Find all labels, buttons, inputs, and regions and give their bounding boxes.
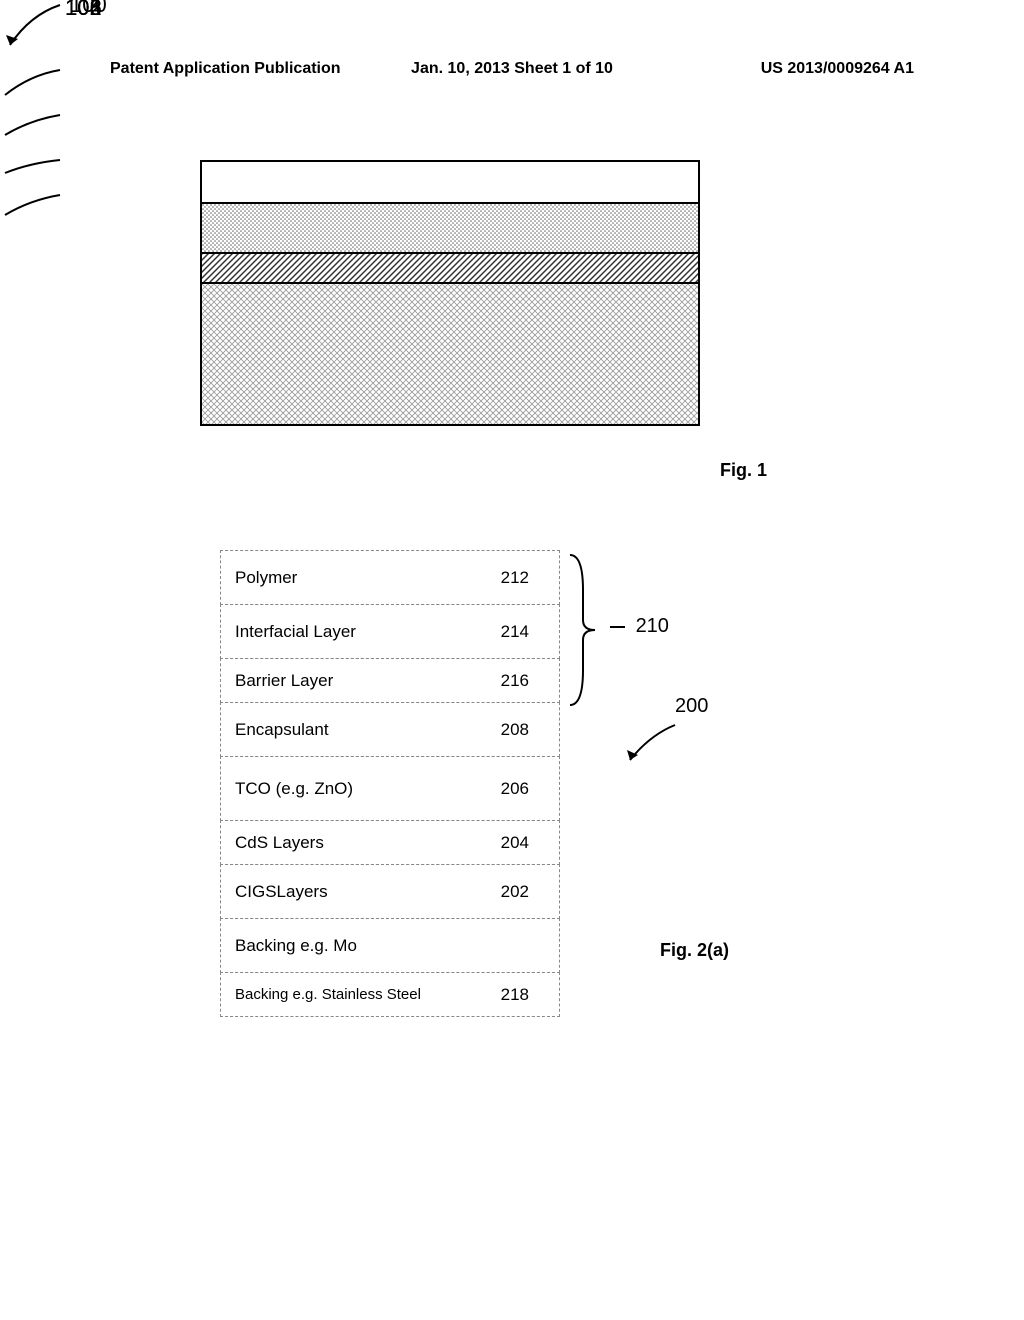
fig2-row-num: 212 bbox=[501, 568, 529, 588]
fig2-row: Encapsulant 208 bbox=[220, 702, 560, 757]
fig2-row: CdS Layers 204 bbox=[220, 820, 560, 865]
fig2-row-num: 216 bbox=[501, 671, 529, 691]
fig2-row-label: Barrier Layer bbox=[235, 671, 333, 691]
layer-106 bbox=[202, 254, 698, 284]
bracket-210 bbox=[565, 550, 605, 715]
fig2-row-num: 218 bbox=[501, 985, 529, 1005]
fig2-row: Backing e.g. Stainless Steel 218 bbox=[220, 972, 560, 1017]
layer-102 bbox=[202, 162, 698, 204]
fig2-row-label: Encapsulant bbox=[235, 720, 329, 740]
fig1-layer-stack bbox=[200, 160, 700, 426]
ref-108-label: 108 bbox=[65, 0, 102, 21]
layer-108 bbox=[202, 284, 698, 424]
figure-2a: Polymer 212 Interfacial Layer 214 Barrie… bbox=[220, 550, 560, 1016]
fig2-row: Interfacial Layer 214 bbox=[220, 604, 560, 659]
header-center: Jan. 10, 2013 Sheet 1 of 10 bbox=[411, 60, 613, 78]
fig2-row-label: Backing e.g. Mo bbox=[235, 936, 357, 956]
fig2-row: CIGSLayers 202 bbox=[220, 864, 560, 919]
fig2-row-num: 214 bbox=[501, 622, 529, 642]
pointer-100: 100 bbox=[0, 0, 1024, 65]
pointer-104: 104 bbox=[0, 110, 1024, 155]
fig2-row: Barrier Layer 216 bbox=[220, 658, 560, 703]
fig2-row-num: 204 bbox=[501, 833, 529, 853]
fig2-row-label: CIGSLayers bbox=[235, 882, 328, 902]
fig2-row-label: CdS Layers bbox=[235, 833, 324, 853]
ref-200-label: 200 bbox=[675, 695, 708, 718]
ref-210-label: 210 bbox=[610, 615, 669, 638]
fig2-row: Backing e.g. Mo bbox=[220, 918, 560, 973]
fig2-row-label: TCO (e.g. ZnO) bbox=[235, 779, 353, 799]
fig2-row-label: Polymer bbox=[235, 568, 297, 588]
fig1-caption: Fig. 1 bbox=[720, 460, 767, 481]
fig2-row-label: Interfacial Layer bbox=[235, 622, 356, 642]
header-right: US 2013/0009264 A1 bbox=[761, 60, 914, 78]
page-header: Patent Application Publication Jan. 10, … bbox=[0, 60, 1024, 78]
header-left: Patent Application Publication bbox=[110, 60, 341, 78]
figure-1 bbox=[200, 160, 700, 426]
fig2a-caption: Fig. 2(a) bbox=[660, 940, 729, 961]
pointer-200 bbox=[620, 720, 690, 775]
fig2-row-label: Backing e.g. Stainless Steel bbox=[235, 986, 421, 1003]
fig2-row-num: 206 bbox=[501, 779, 529, 799]
fig2-row-num: 202 bbox=[501, 882, 529, 902]
fig2-row: Polymer 212 bbox=[220, 550, 560, 605]
fig2-row: TCO (e.g. ZnO) 206 bbox=[220, 756, 560, 821]
fig2-row-num: 208 bbox=[501, 720, 529, 740]
layer-104 bbox=[202, 204, 698, 254]
